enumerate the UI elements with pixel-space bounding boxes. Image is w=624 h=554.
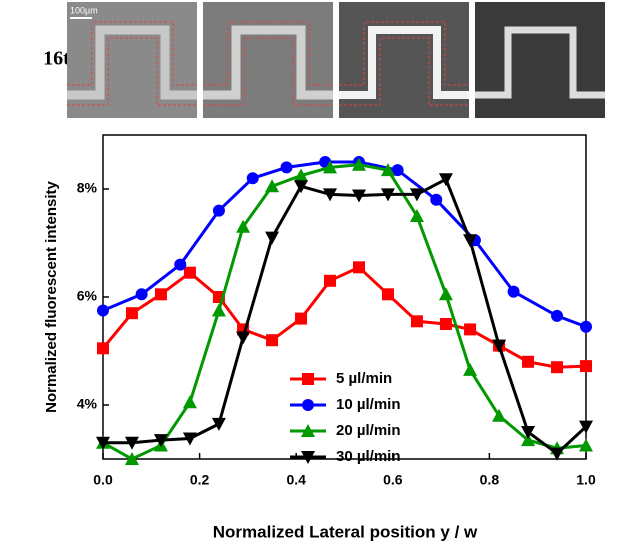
- data-point: [154, 288, 167, 301]
- micrograph: [203, 2, 333, 118]
- x-tick-label: 0.2: [190, 472, 210, 488]
- micrograph: [339, 2, 469, 118]
- data-point: [580, 320, 592, 333]
- data-point: [551, 361, 564, 374]
- data-point: [153, 434, 168, 448]
- data-point: [266, 334, 279, 347]
- legend-label: 30 µl/min: [336, 448, 401, 465]
- channel: [339, 26, 469, 99]
- data-point: [182, 395, 197, 409]
- data-point: [409, 209, 424, 222]
- x-tick-label: 0.4: [286, 472, 306, 488]
- legend-marker: [302, 399, 314, 411]
- data-point: [135, 288, 148, 301]
- x-tick-label: 1.0: [576, 472, 596, 488]
- x-tick-label: 0.8: [480, 472, 500, 488]
- data-point: [265, 179, 280, 193]
- channel: [475, 26, 605, 99]
- channel: [203, 25, 333, 100]
- series-line: [103, 177, 588, 456]
- x-tick-label: 0.6: [383, 472, 403, 488]
- data-point: [351, 157, 366, 171]
- data-point: [124, 452, 139, 465]
- y-tick-label: 4%: [77, 396, 98, 412]
- data-point: [380, 188, 395, 202]
- data-point: [97, 342, 109, 355]
- data-point: [439, 318, 452, 330]
- data-point: [463, 362, 478, 376]
- data-point: [464, 323, 477, 336]
- x-tick-label: 0.0: [93, 472, 113, 488]
- data-point: [96, 436, 110, 450]
- data-point: [211, 303, 226, 317]
- legend-label: 10 µl/min: [336, 396, 401, 413]
- channel-outline: [339, 21, 469, 106]
- legend-label: 20 µl/min: [336, 422, 401, 439]
- channel: [67, 25, 197, 100]
- data-point: [265, 231, 280, 245]
- data-point: [236, 331, 251, 345]
- data-point: [463, 234, 478, 248]
- data-point: [391, 164, 404, 177]
- data-point: [521, 433, 536, 447]
- data-point: [409, 188, 424, 202]
- series-line: [102, 163, 587, 461]
- data-point: [521, 426, 536, 439]
- micrograph: [67, 2, 197, 118]
- micrograph: [475, 2, 605, 118]
- data-point: [174, 258, 187, 271]
- y-tick-label: 6%: [77, 288, 98, 304]
- data-point: [580, 360, 592, 373]
- data-point: [280, 161, 293, 174]
- scale-bar-label: 100µm: [70, 5, 98, 15]
- data-point: [124, 436, 139, 450]
- series-line: [101, 265, 587, 369]
- data-point: [295, 312, 308, 325]
- data-point: [324, 274, 337, 287]
- data-point: [381, 288, 394, 301]
- channel-outline: [67, 21, 197, 106]
- data-point: [507, 285, 520, 298]
- data-point: [492, 339, 507, 353]
- data-point: [579, 438, 593, 452]
- data-point: [323, 160, 338, 174]
- data-point: [246, 172, 259, 185]
- data-point: [97, 304, 109, 317]
- data-point: [438, 287, 453, 301]
- data-point: [182, 432, 197, 446]
- y-tick-label: 8%: [77, 180, 98, 196]
- data-point: [212, 204, 225, 217]
- legend-marker: [301, 424, 315, 437]
- data-point: [492, 408, 507, 422]
- series-line: [102, 160, 587, 329]
- data-point: [410, 315, 423, 328]
- legend-marker: [302, 373, 314, 385]
- data-point: [352, 261, 365, 274]
- data-point: [550, 447, 565, 461]
- data-point: [380, 163, 395, 177]
- data-point: [551, 309, 564, 322]
- data-point: [438, 173, 453, 187]
- data-point: [430, 193, 443, 206]
- data-point: [351, 189, 366, 203]
- data-point: [579, 420, 593, 434]
- data-point: [294, 180, 309, 194]
- data-point: [211, 417, 226, 431]
- data-point: [323, 188, 338, 202]
- legend-label: 5 µl/min: [336, 370, 392, 387]
- y-axis-label: Normalized fluorescent intensity: [43, 180, 60, 412]
- data-point: [183, 266, 196, 279]
- data-point: [294, 168, 309, 182]
- x-axis-label: Normalized Lateral position y / w: [213, 522, 478, 541]
- legend-marker: [301, 451, 315, 464]
- data-point: [236, 219, 251, 233]
- channel-outline: [203, 21, 333, 106]
- data-point: [125, 307, 138, 320]
- data-point: [522, 355, 535, 368]
- micrographs: 100µm: [67, 2, 605, 118]
